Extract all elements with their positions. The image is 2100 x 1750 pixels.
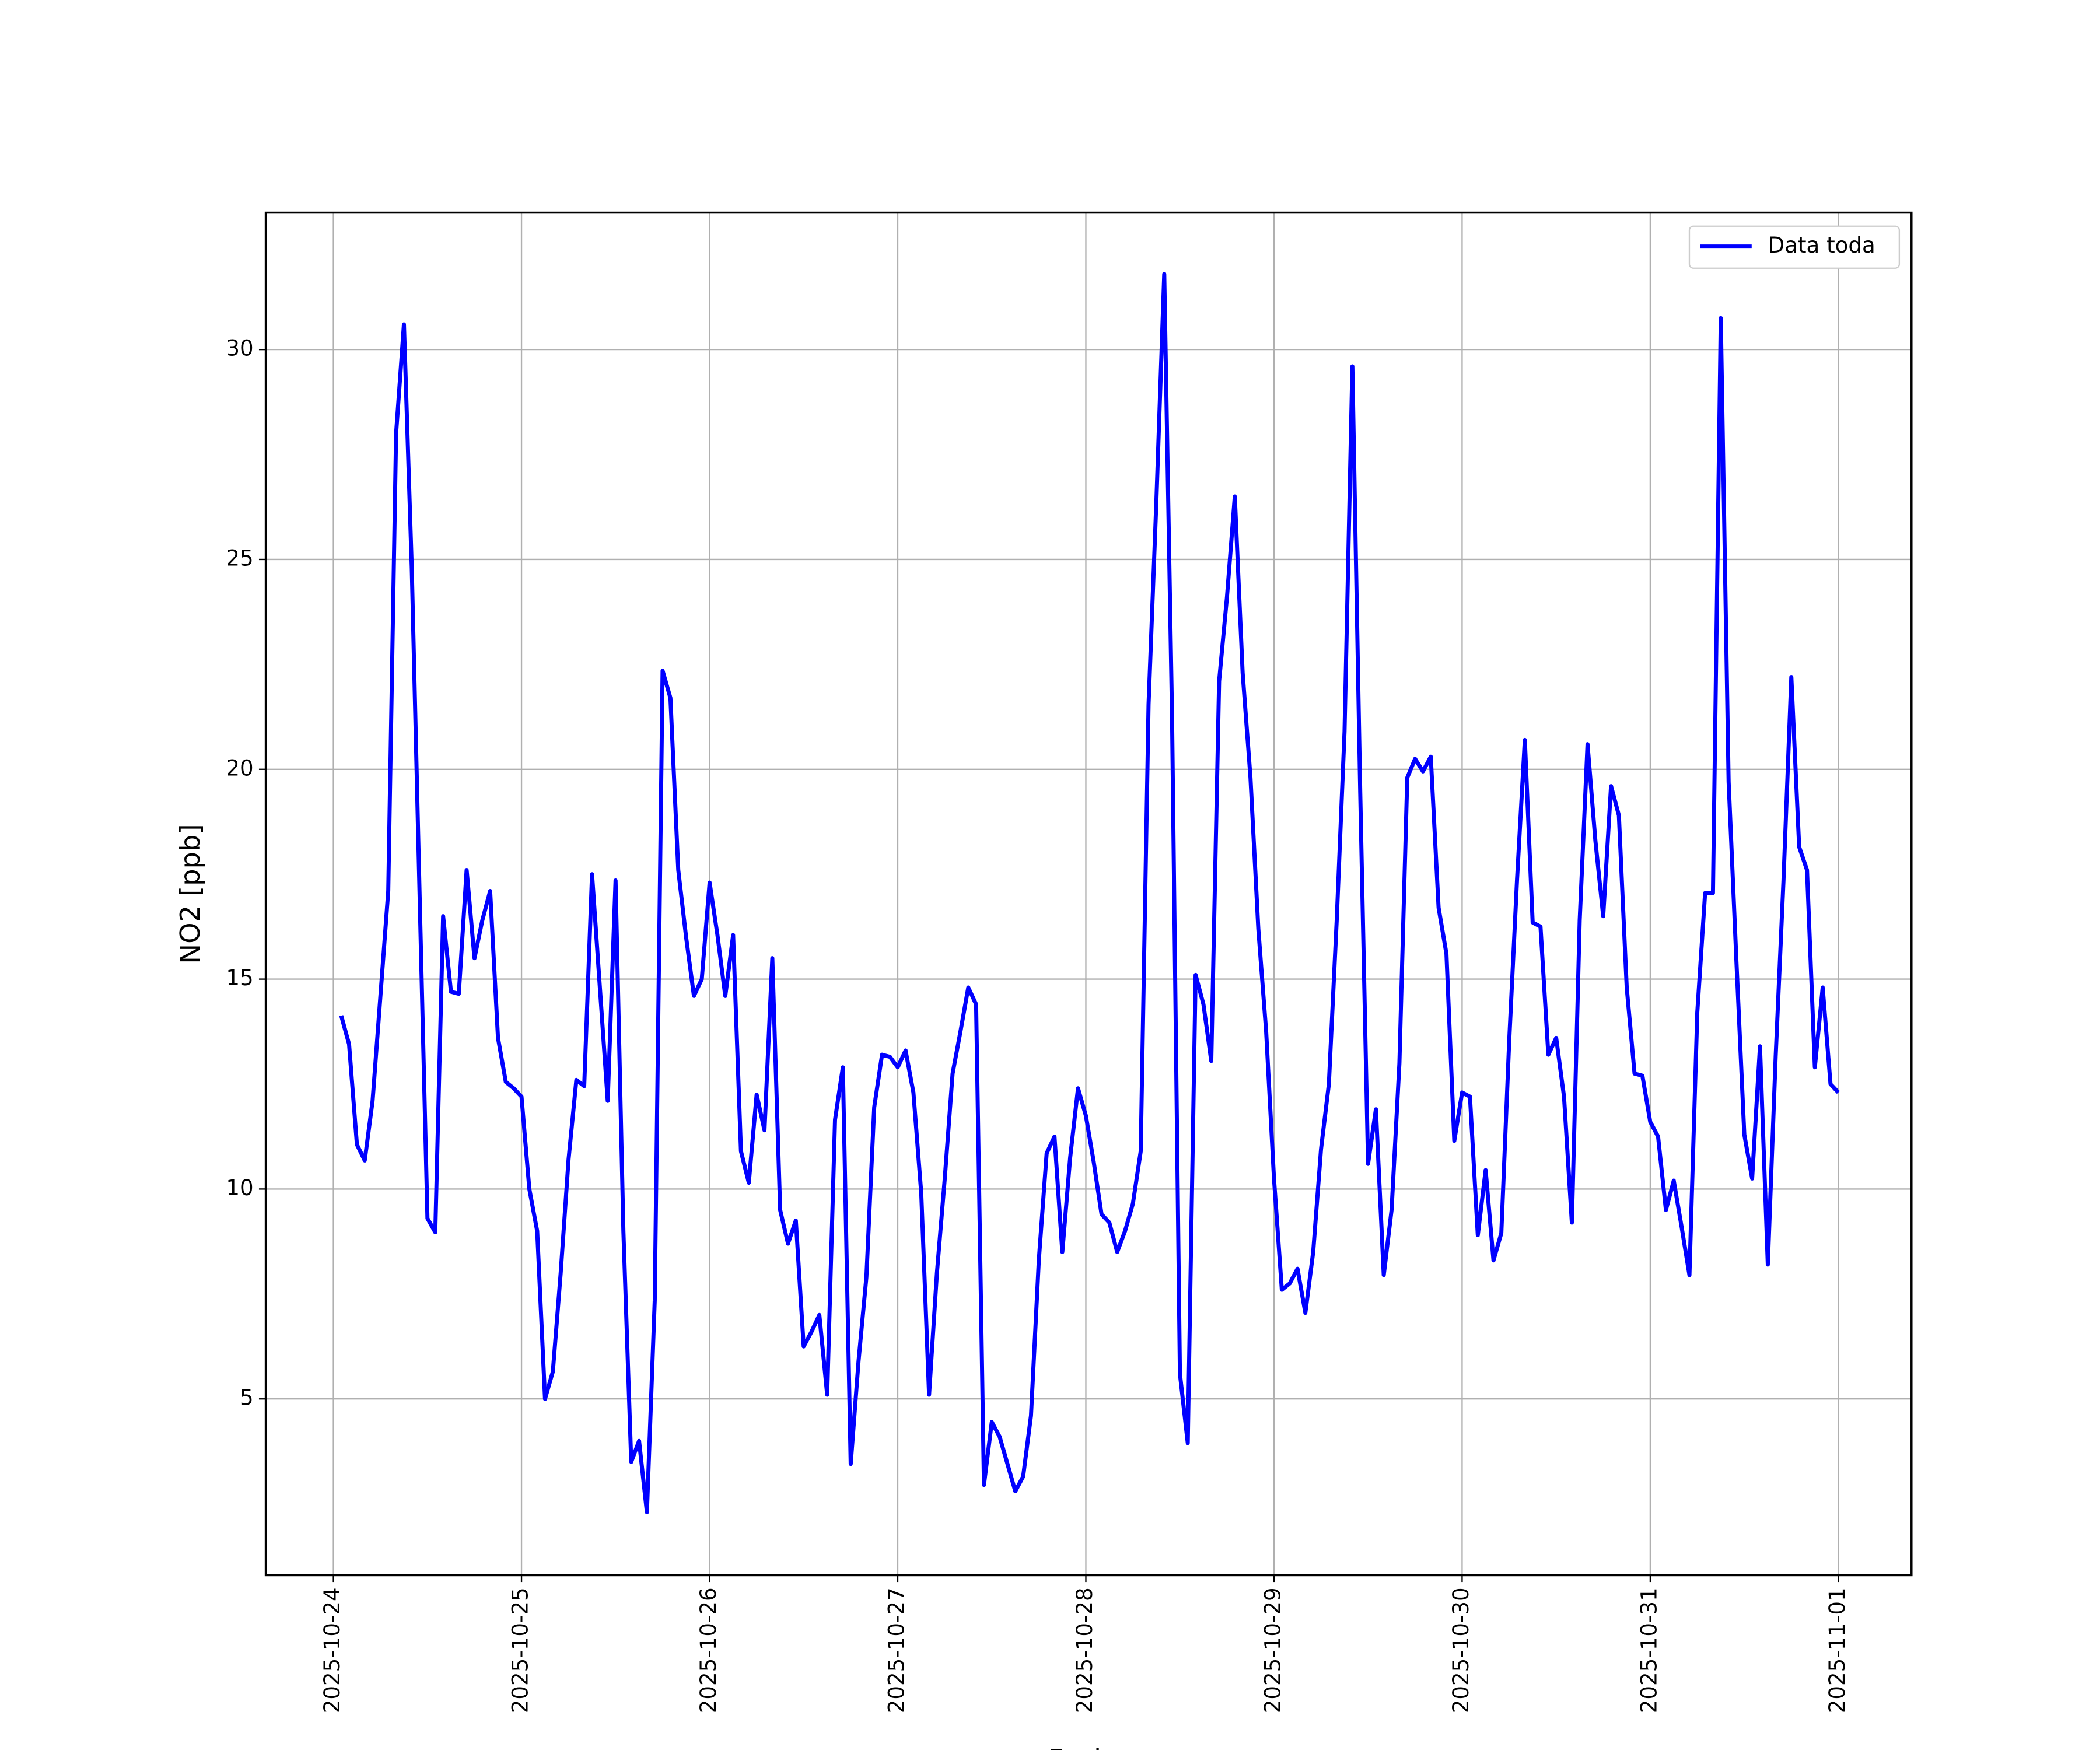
y-tick-label: 20 xyxy=(226,755,253,780)
y-tick-label: 15 xyxy=(226,965,253,991)
y-axis-label: NO2 [ppb] xyxy=(174,824,206,964)
y-tick-label: 25 xyxy=(226,545,253,570)
x-tick-label: 2025-10-28 xyxy=(1072,1587,1097,1713)
data-line xyxy=(339,272,1840,1514)
x-tick-label: 2025-10-24 xyxy=(320,1587,345,1713)
plot-frame xyxy=(264,211,1913,1577)
x-axis-label: Fecha xyxy=(1048,1744,1128,1750)
x-tick-label: 2025-10-26 xyxy=(696,1587,721,1713)
x-tick-label: 2025-10-25 xyxy=(508,1587,533,1713)
y-tick-label: 5 xyxy=(240,1385,254,1410)
x-tick-label: 2025-10-31 xyxy=(1636,1587,1661,1713)
legend-box xyxy=(1688,225,1901,269)
x-tick-label: 2025-11-01 xyxy=(1825,1587,1850,1713)
y-tick-label: 10 xyxy=(226,1175,253,1200)
y-tick-label: 30 xyxy=(226,336,253,361)
legend-label: Data toda xyxy=(1768,233,1875,258)
x-tick-label: 2025-10-29 xyxy=(1260,1587,1285,1713)
x-tick-label: 2025-10-30 xyxy=(1448,1587,1474,1713)
legend: Data toda xyxy=(1688,225,1901,269)
x-tick-label: 2025-10-27 xyxy=(884,1587,909,1713)
